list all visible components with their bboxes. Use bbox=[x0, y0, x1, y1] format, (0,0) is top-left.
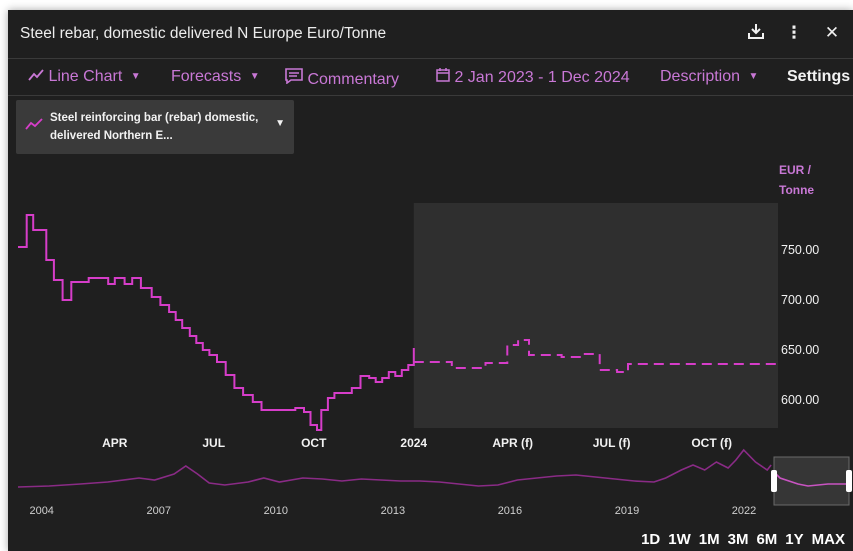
y-tick-label: 600.00 bbox=[781, 393, 819, 407]
y-tick-label: 700.00 bbox=[781, 293, 819, 307]
range-button-1w[interactable]: 1W bbox=[668, 531, 691, 548]
navigator-tick-label: 2010 bbox=[264, 505, 288, 517]
forecast-band bbox=[413, 203, 778, 428]
series-line-icon bbox=[25, 117, 43, 136]
download-icon[interactable] bbox=[745, 22, 767, 44]
description-dropdown[interactable]: Description ▼ bbox=[660, 68, 758, 86]
navigator-series-line bbox=[17, 448, 772, 488]
x-tick-label: APR bbox=[102, 436, 128, 450]
y-tick-label: 750.00 bbox=[781, 243, 819, 257]
chevron-down-icon: ▼ bbox=[130, 71, 141, 82]
x-tick-label: 2024 bbox=[400, 436, 427, 450]
x-tick-label: JUL bbox=[202, 436, 225, 450]
series-selector-label: Steel reinforcing bar (rebar) domestic, … bbox=[50, 112, 259, 142]
date-range-picker[interactable]: 2 Jan 2023 - 1 Dec 2024 bbox=[436, 68, 630, 87]
chart-window: Steel rebar, domestic delivered N Europe… bbox=[8, 10, 853, 551]
settings-button[interactable]: Settings bbox=[787, 68, 851, 85]
series-selector[interactable]: Steel reinforcing bar (rebar) domestic, … bbox=[16, 100, 294, 154]
line-chart-icon bbox=[28, 68, 48, 85]
range-button-1m[interactable]: 1M bbox=[698, 531, 720, 548]
chevron-down-icon: ▼ bbox=[748, 71, 759, 82]
forecasts-dropdown[interactable]: Forecasts ▼ bbox=[171, 68, 260, 86]
range-button-1y[interactable]: 1Y bbox=[785, 531, 804, 548]
chart-toolbar: Line Chart ▼ Forecasts ▼ Commentary 2 Ja… bbox=[8, 59, 853, 96]
calendar-icon bbox=[436, 68, 454, 86]
series-forecast-line bbox=[413, 339, 779, 373]
description-label: Description bbox=[660, 68, 741, 85]
range-navigator[interactable]: 2004 2007 2010 2013 2016 2019 2022 bbox=[17, 448, 852, 517]
navigator-handle-left[interactable] bbox=[771, 470, 777, 492]
navigator-tick-label: 2007 bbox=[147, 505, 171, 517]
more-options-icon[interactable]: ⋮ bbox=[785, 23, 803, 42]
navigator-handle-right[interactable] bbox=[846, 470, 852, 492]
chevron-down-icon: ▼ bbox=[249, 71, 260, 82]
range-button-group: 1D 1W 1M 3M 6M 1Y MAX bbox=[641, 531, 845, 548]
navigator-tick-label: 2022 bbox=[732, 505, 756, 517]
forecasts-label: Forecasts bbox=[171, 68, 242, 85]
date-range-label: 2 Jan 2023 - 1 Dec 2024 bbox=[454, 69, 630, 86]
close-icon[interactable]: ✕ bbox=[824, 23, 840, 42]
range-button-6m[interactable]: 6M bbox=[756, 531, 778, 548]
navigator-tick-label: 2004 bbox=[29, 505, 53, 517]
navigator-tick-label: 2016 bbox=[498, 505, 522, 517]
window-title: Steel rebar, domestic delivered N Europe… bbox=[20, 25, 387, 42]
navigator-selection-window[interactable] bbox=[773, 456, 850, 506]
y-tick-label: 650.00 bbox=[781, 343, 819, 357]
navigator-tick-label: 2019 bbox=[615, 505, 639, 517]
comment-icon bbox=[285, 68, 307, 88]
range-button-3m[interactable]: 3M bbox=[727, 531, 749, 548]
navigator-tick-label: 2013 bbox=[381, 505, 405, 517]
chart-type-dropdown[interactable]: Line Chart ▼ bbox=[28, 68, 141, 86]
range-button-max[interactable]: MAX bbox=[811, 531, 845, 548]
y-axis-label-line2: Tonne bbox=[779, 183, 814, 197]
title-bar: Steel rebar, domestic delivered N Europe… bbox=[8, 10, 853, 59]
x-tick-label: OCT (f) bbox=[691, 436, 732, 450]
range-button-1d[interactable]: 1D bbox=[641, 531, 661, 548]
y-axis-label: EUR / bbox=[779, 163, 812, 177]
x-tick-label: OCT bbox=[301, 436, 327, 450]
commentary-button[interactable]: Commentary bbox=[285, 68, 399, 89]
x-tick-label: APR (f) bbox=[492, 436, 533, 450]
navigator-selected-series-line bbox=[773, 471, 849, 487]
chevron-down-icon: ▼ bbox=[275, 118, 285, 129]
commentary-label: Commentary bbox=[307, 71, 400, 88]
chart-type-label: Line Chart bbox=[48, 68, 123, 85]
x-tick-label: JUL (f) bbox=[593, 436, 631, 450]
series-actual-line bbox=[18, 214, 415, 431]
